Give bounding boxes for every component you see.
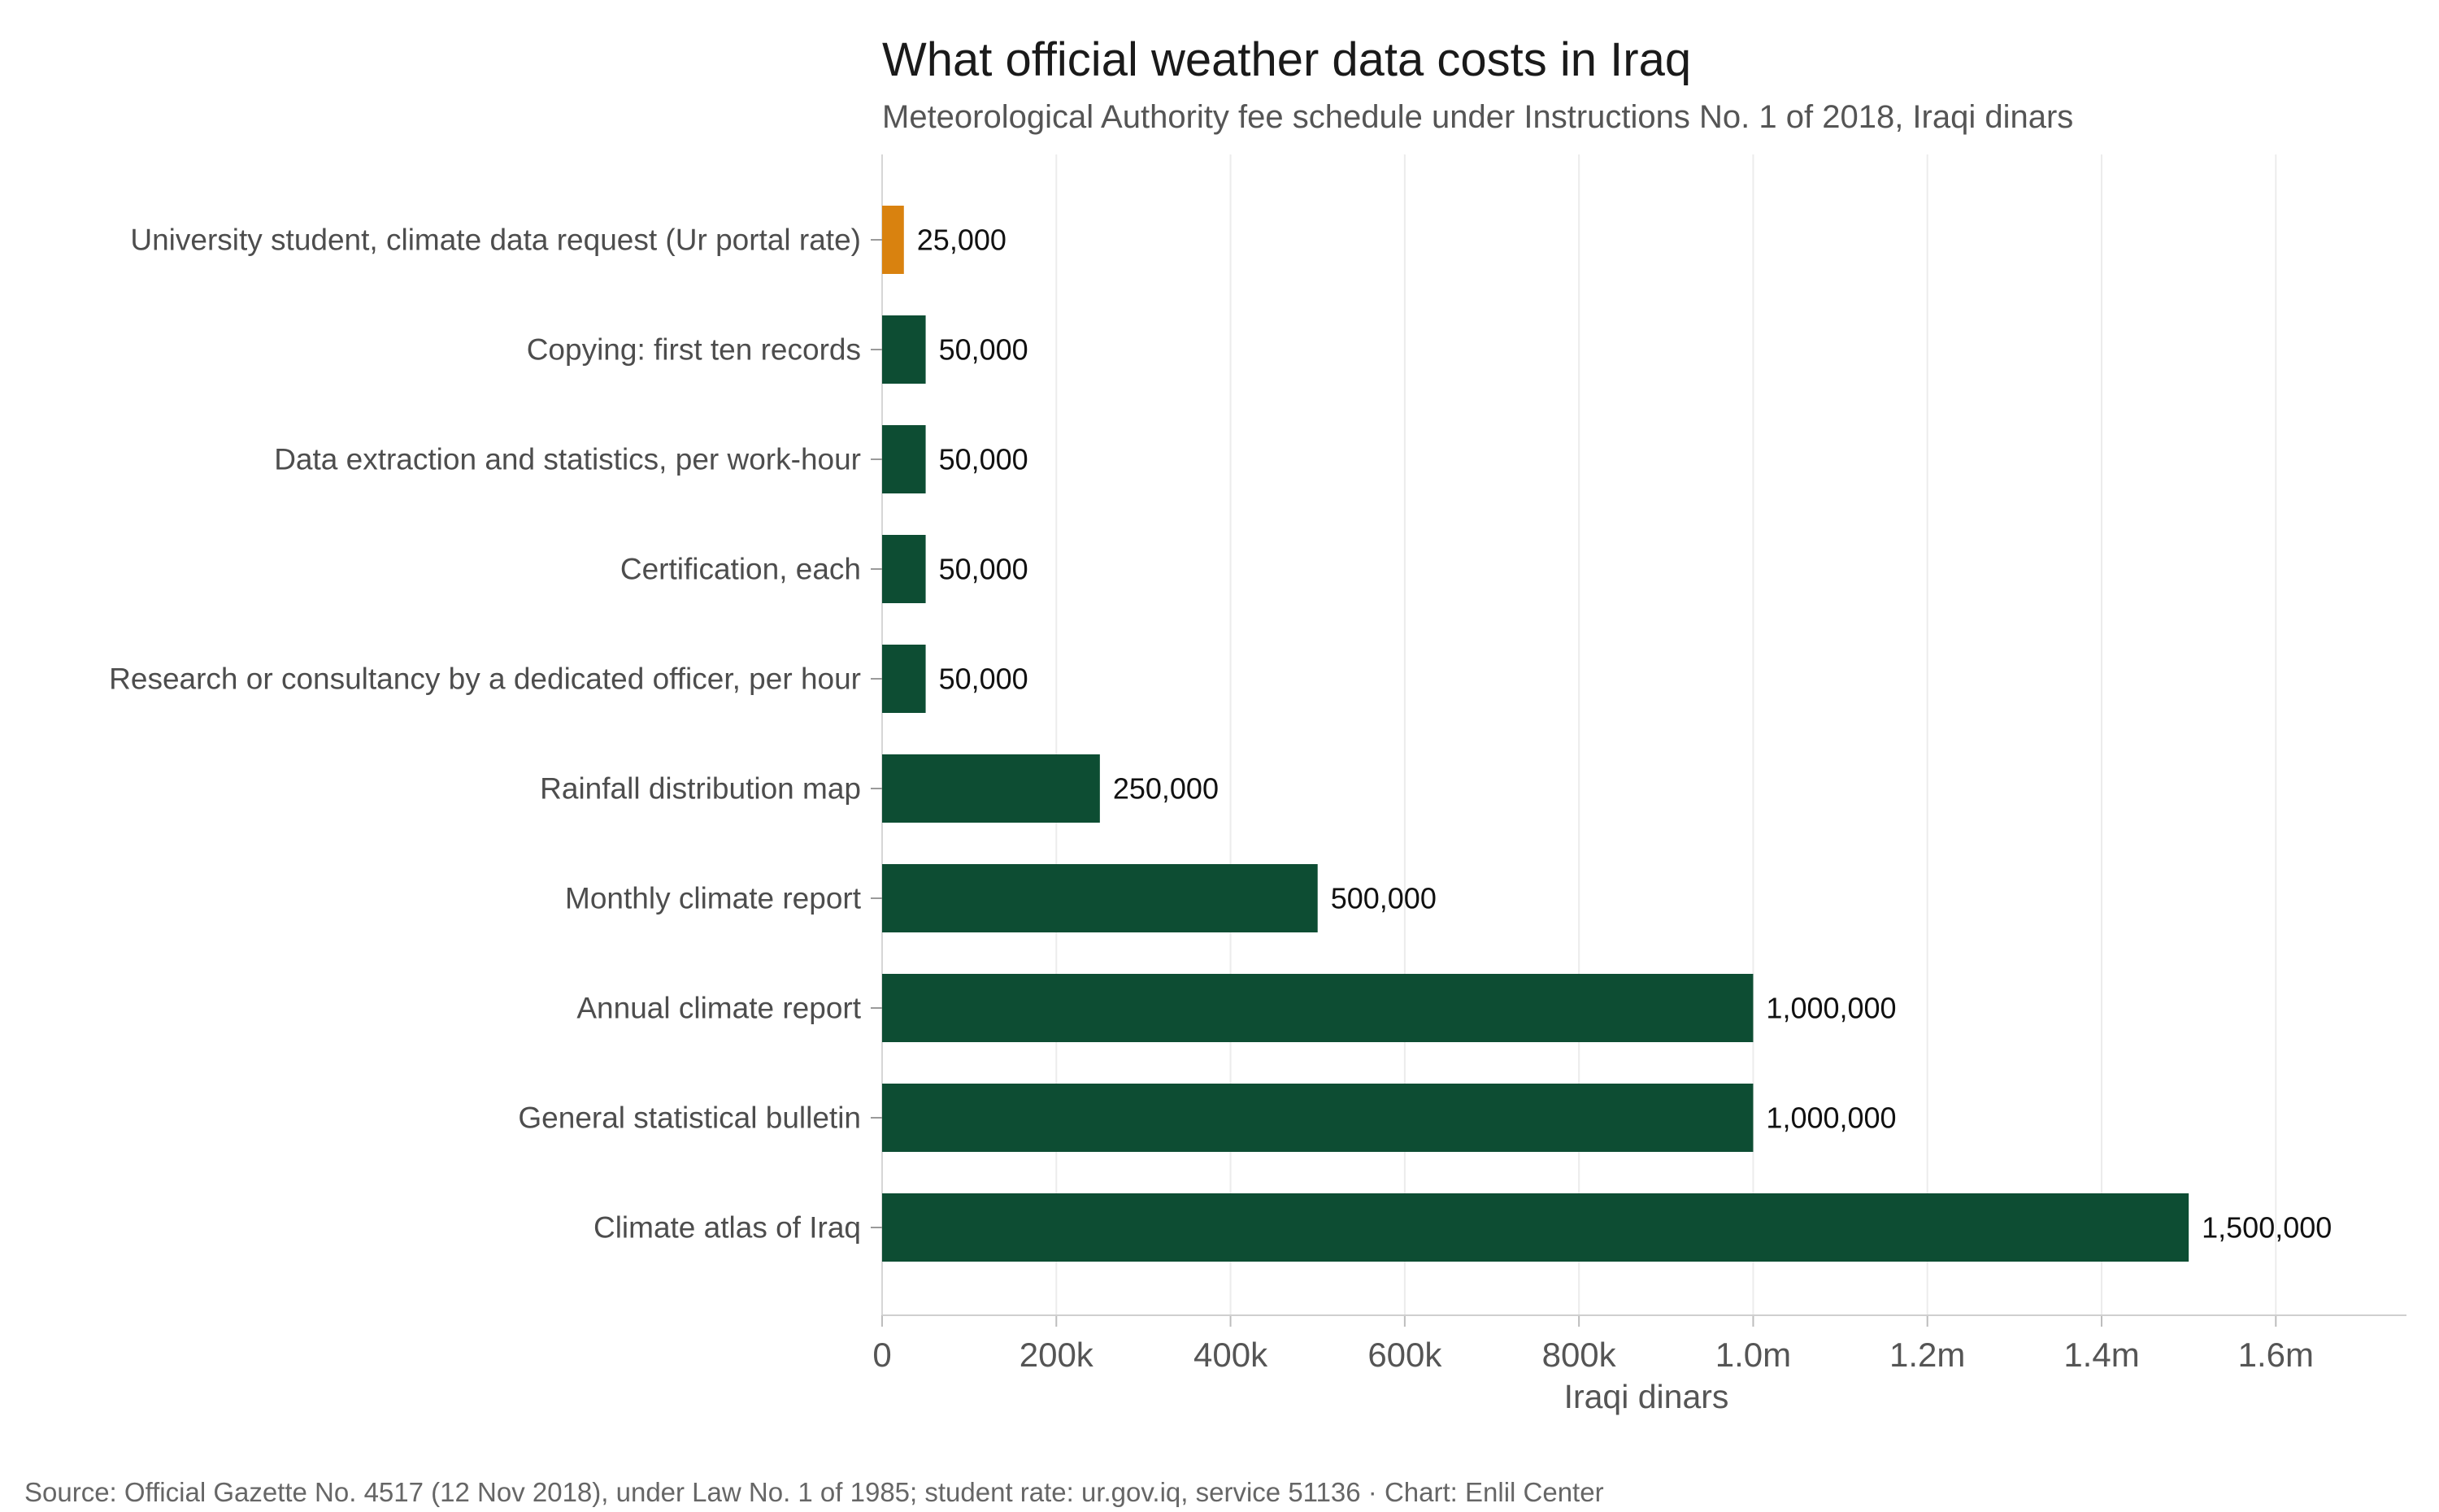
category-label: University student, climate data request… (130, 224, 861, 257)
x-tick-label: 1.4m (2063, 1336, 2139, 1374)
category-label: General statistical bulletin (518, 1101, 861, 1135)
bar-value-label: 25,000 (917, 224, 1006, 257)
chart-title: What official weather data costs in Iraq (882, 33, 1691, 86)
x-tick-label: 200k (1020, 1336, 1094, 1374)
bar-value-label: 500,000 (1331, 882, 1437, 915)
bar-value-label: 50,000 (939, 553, 1028, 586)
category-label: Climate atlas of Iraq (593, 1211, 861, 1245)
bar (882, 864, 1318, 932)
bar (882, 645, 926, 713)
bar-value-label: 50,000 (939, 333, 1028, 367)
bar (882, 535, 926, 603)
category-labels: University student, climate data request… (109, 224, 882, 1245)
bar (882, 206, 904, 274)
x-tick-label: 0 (872, 1336, 891, 1374)
category-label: Data extraction and statistics, per work… (274, 443, 861, 476)
bar-value-label: 50,000 (939, 443, 1028, 476)
x-tick-label: 600k (1367, 1336, 1442, 1374)
bar (882, 754, 1100, 823)
x-axis: 0 200k 400k 600k 800k 1.0m 1.2m 1.4m 1.6m (872, 1314, 2406, 1374)
bar (882, 974, 1754, 1042)
category-label: Certification, each (620, 553, 861, 586)
x-tick-label: 800k (1542, 1336, 1617, 1374)
x-tick-label: 1.2m (1889, 1336, 1965, 1374)
category-label: Research or consultancy by a dedicated o… (109, 663, 861, 696)
bar (882, 1084, 1754, 1152)
category-label: Copying: first ten records (527, 333, 861, 367)
chart-subtitle: Meteorological Authority fee schedule un… (882, 99, 2073, 135)
bar-value-label: 1,000,000 (1766, 992, 1896, 1025)
x-tick-label: 400k (1193, 1336, 1268, 1374)
bar-value-label: 1,000,000 (1766, 1101, 1896, 1135)
x-tick-label: 1.0m (1715, 1336, 1791, 1374)
category-label: Annual climate report (576, 992, 861, 1025)
category-label: Rainfall distribution map (540, 772, 861, 806)
x-axis-title: Iraqi dinars (1564, 1378, 1729, 1415)
bar (882, 1193, 2189, 1262)
category-label: Monthly climate report (565, 882, 862, 915)
bar-value-label: 1,500,000 (2202, 1211, 2332, 1245)
bars: 25,000 50,000 50,000 50,000 50,000 250,000 500… (882, 206, 2332, 1262)
x-tick-label: 1.6m (2238, 1336, 2314, 1374)
bar (882, 315, 926, 384)
source-note: Source: Official Gazette No. 4517 (12 No… (24, 1477, 1604, 1507)
bar-value-label: 50,000 (939, 663, 1028, 696)
bar-value-label: 250,000 (1113, 772, 1219, 806)
bar (882, 425, 926, 493)
